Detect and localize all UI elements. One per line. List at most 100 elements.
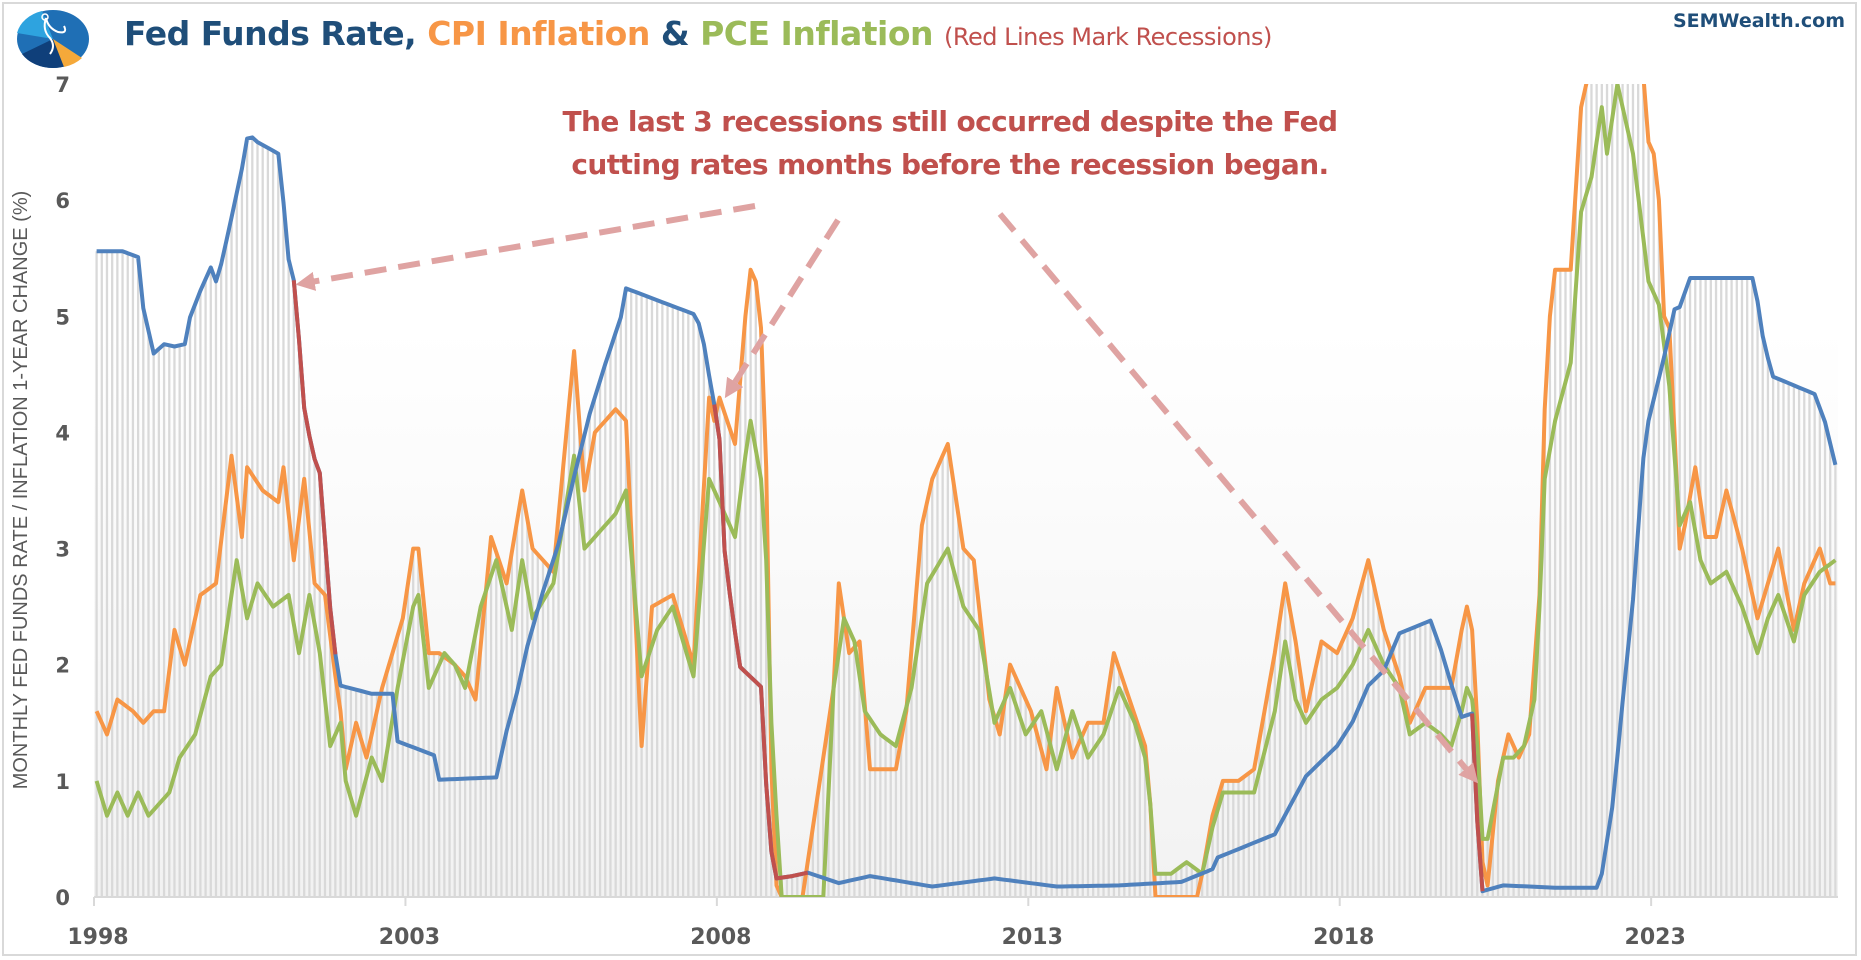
column-bar [204,279,207,897]
column-bar [303,408,306,897]
column-bar [1548,316,1552,897]
column-bar [1387,645,1391,897]
column-bar [899,726,903,897]
column-bar [1600,84,1603,897]
column-bar [1694,277,1697,897]
column-bar [567,406,571,897]
column-bar [676,308,680,897]
column-bar [277,153,280,897]
column-bar [1356,598,1360,897]
column-bar [889,742,892,897]
column-bar [432,653,436,897]
column-bar [443,653,446,897]
column-bar [837,583,840,897]
column-bar [998,711,1001,897]
column-bar [1330,649,1334,897]
column-bar [1398,633,1401,897]
column-bar [1595,84,1598,897]
column-bar [1502,757,1505,897]
column-bar [1102,722,1105,897]
column-bar [1709,277,1712,897]
column-bar [225,240,228,898]
column-bar [515,521,519,897]
column-bar [598,380,602,898]
column-bar [1605,84,1609,897]
column-bar [624,288,628,897]
column-bar [785,876,789,897]
column-bar [1112,653,1116,897]
column-bar [1662,316,1666,897]
column-bar [874,726,877,897]
column-bar [271,150,275,897]
column-bar [1226,780,1230,897]
y-tick-label: 3 [55,538,70,562]
column-bar [572,351,576,898]
column-bar [427,653,430,897]
column-bar [1242,776,1245,897]
column-bar [1823,421,1827,897]
sem-logo-icon [17,10,89,69]
column-bar [1232,780,1235,897]
column-bar [329,607,332,897]
column-bar [1512,746,1515,897]
column-bar [370,693,373,897]
column-bar [261,144,264,898]
column-bar [1439,649,1443,897]
column-bar [593,397,597,897]
column-bar [1315,664,1318,897]
x-tick-label: 1998 [67,925,128,950]
column-bar [251,137,254,897]
column-bar [1777,378,1780,897]
y-tick-label: 7 [55,73,70,97]
recession-segment [712,404,809,881]
column-bar [235,193,238,897]
column-bar [1553,269,1557,897]
column-bar [1528,722,1531,897]
column-bar [1097,722,1100,897]
column-bar [157,348,161,897]
column-bar [941,455,944,897]
column-bar [1034,718,1038,897]
brand-link[interactable]: SEMWealth.com [1672,10,1845,32]
column-bar [1829,443,1832,897]
column-bar [1491,811,1494,897]
column-bar [489,536,493,897]
column-bar [1782,381,1785,897]
column-bar [983,653,986,897]
column-bar [214,281,218,897]
column-bar [1766,358,1770,897]
column-bar [723,413,726,897]
column-bar [1720,277,1723,897]
column-bar [1419,624,1422,897]
column-bar [1725,277,1728,897]
column-bar [1123,684,1126,897]
column-bar [936,467,939,897]
column-bar [162,344,166,897]
column-bar [583,434,586,897]
column-bar [1133,715,1136,897]
column-bar [744,316,747,897]
column-bar [713,404,716,897]
column-bar [1169,873,1173,897]
column-bar [531,548,534,897]
column-bar [111,251,114,897]
column-bar [412,548,415,897]
column-bar [100,251,103,897]
column-bar [292,280,295,897]
column-bar [375,693,379,897]
column-bar [256,142,259,898]
chart-subtitle: (Red Lines Mark Recessions) [944,23,1272,51]
column-bar [1237,780,1240,897]
column-bar [578,420,581,897]
column-bar [1361,579,1365,897]
column-bar [1496,780,1500,897]
column-bar [188,317,192,897]
y-tick-label: 4 [55,421,70,445]
column-bar [526,519,529,897]
column-bar [925,502,929,897]
column-bar [401,618,404,897]
series-line-pce-inflation [94,84,1837,897]
column-bar [152,353,155,897]
column-bar [505,583,508,897]
column-bar [173,346,176,897]
